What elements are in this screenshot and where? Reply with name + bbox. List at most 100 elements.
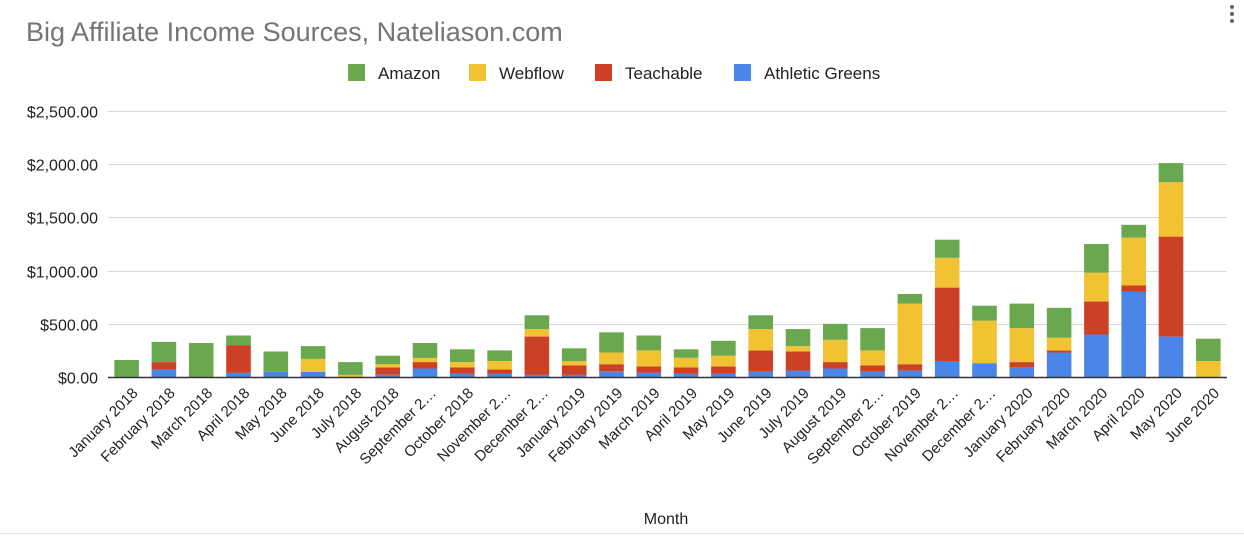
bar-webflow[interactable] <box>673 357 699 368</box>
bar-amazon[interactable] <box>338 362 363 375</box>
bar-webflow[interactable] <box>1158 182 1184 237</box>
bar-webflow[interactable] <box>1121 237 1146 286</box>
bar-amazon[interactable] <box>785 329 811 347</box>
bar-athletic-greens[interactable] <box>561 374 587 377</box>
bar-teachable[interactable] <box>636 366 662 373</box>
bar-webflow[interactable] <box>300 358 326 372</box>
bar-athletic-greens[interactable] <box>1158 336 1184 377</box>
bar-amazon[interactable] <box>673 349 699 358</box>
bar-webflow[interactable] <box>748 329 773 351</box>
bar-teachable[interactable] <box>450 367 475 374</box>
bar-webflow[interactable] <box>897 303 923 365</box>
bar-athletic-greens[interactable] <box>636 372 662 377</box>
bar-athletic-greens[interactable] <box>487 373 512 377</box>
bar-webflow[interactable] <box>1009 328 1035 363</box>
bar-athletic-greens[interactable] <box>263 371 289 377</box>
bar-athletic-greens[interactable] <box>1046 352 1072 378</box>
bar-teachable[interactable] <box>226 345 251 373</box>
bar-webflow[interactable] <box>599 352 624 365</box>
bar-athletic-greens[interactable] <box>524 374 550 377</box>
bar-webflow[interactable] <box>823 339 848 363</box>
bar-teachable[interactable] <box>151 362 177 370</box>
bar-athletic-greens[interactable] <box>785 370 811 377</box>
bar-amazon[interactable] <box>263 351 289 372</box>
legend[interactable]: Amazon Webflow Teachable Athletic Greens <box>348 64 880 83</box>
bar-athletic-greens[interactable] <box>711 373 736 377</box>
bar-teachable[interactable] <box>897 364 923 371</box>
bar-webflow[interactable] <box>338 374 363 377</box>
bar-webflow[interactable] <box>860 350 885 366</box>
bar-athletic-greens[interactable] <box>375 374 400 377</box>
bar-athletic-greens[interactable] <box>748 371 773 377</box>
bar-amazon[interactable] <box>897 294 923 304</box>
bar-amazon[interactable] <box>226 335 251 346</box>
bar-amazon[interactable] <box>1084 244 1109 273</box>
bar-amazon[interactable] <box>1009 303 1035 329</box>
bar-athletic-greens[interactable] <box>412 368 438 378</box>
bar-amazon[interactable] <box>188 343 214 377</box>
bar-webflow[interactable] <box>785 346 811 352</box>
bar-teachable[interactable] <box>860 365 885 372</box>
bar-amazon[interactable] <box>934 239 960 258</box>
bar-amazon[interactable] <box>1121 224 1146 238</box>
bar-teachable[interactable] <box>748 350 773 372</box>
bar-teachable[interactable] <box>1084 301 1109 335</box>
bar-athletic-greens[interactable] <box>1084 334 1109 377</box>
bar-teachable[interactable] <box>524 336 550 375</box>
bar-webflow[interactable] <box>375 364 400 368</box>
bar-amazon[interactable] <box>151 341 177 363</box>
more-vert-icon[interactable] <box>1226 2 1238 28</box>
bar-athletic-greens[interactable] <box>934 361 960 377</box>
bar-athletic-greens[interactable] <box>897 370 923 377</box>
bar-amazon[interactable] <box>300 346 326 359</box>
bar-amazon[interactable] <box>1046 307 1072 338</box>
bar-teachable[interactable] <box>934 287 960 361</box>
bar-webflow[interactable] <box>1196 361 1221 377</box>
bar-amazon[interactable] <box>487 350 512 361</box>
bar-amazon[interactable] <box>823 323 848 340</box>
bar-athletic-greens[interactable] <box>673 373 699 377</box>
bar-teachable[interactable] <box>561 365 587 375</box>
bar-athletic-greens[interactable] <box>300 371 326 377</box>
bar-athletic-greens[interactable] <box>823 368 848 378</box>
bar-amazon[interactable] <box>711 340 736 356</box>
bar-webflow[interactable] <box>1084 272 1109 302</box>
bar-webflow[interactable] <box>934 257 960 288</box>
bar-athletic-greens[interactable] <box>1009 367 1035 377</box>
bar-teachable[interactable] <box>711 366 736 374</box>
bar-webflow[interactable] <box>636 350 662 367</box>
bar-amazon[interactable] <box>636 335 662 351</box>
bar-athletic-greens[interactable] <box>1121 291 1146 377</box>
bar-athletic-greens[interactable] <box>151 369 177 377</box>
bar-amazon[interactable] <box>748 315 773 330</box>
legend-item[interactable]: Amazon <box>348 64 440 83</box>
legend-item[interactable]: Teachable <box>595 64 703 83</box>
bar-webflow[interactable] <box>450 362 475 368</box>
bar-webflow[interactable] <box>1046 337 1072 351</box>
bar-teachable[interactable] <box>487 369 512 374</box>
bar-amazon[interactable] <box>524 315 550 330</box>
bar-amazon[interactable] <box>860 328 885 351</box>
bar-teachable[interactable] <box>375 367 400 375</box>
bar-webflow[interactable] <box>487 361 512 370</box>
bar-teachable[interactable] <box>599 364 624 372</box>
bar-webflow[interactable] <box>972 320 997 364</box>
bar-amazon[interactable] <box>1196 338 1221 361</box>
bar-teachable[interactable] <box>1046 350 1072 353</box>
bar-amazon[interactable] <box>972 305 997 321</box>
bar-amazon[interactable] <box>561 348 587 362</box>
bar-amazon[interactable] <box>450 349 475 363</box>
bar-teachable[interactable] <box>1121 285 1146 292</box>
bar-webflow[interactable] <box>711 355 736 367</box>
bar-webflow[interactable] <box>412 357 438 363</box>
bar-teachable[interactable] <box>1009 362 1035 368</box>
bar-athletic-greens[interactable] <box>972 363 997 377</box>
bar-athletic-greens[interactable] <box>599 371 624 377</box>
bar-amazon[interactable] <box>375 355 400 365</box>
bar-teachable[interactable] <box>823 362 848 369</box>
bar-teachable[interactable] <box>673 367 699 374</box>
bar-athletic-greens[interactable] <box>860 371 885 377</box>
bar-amazon[interactable] <box>114 360 139 377</box>
legend-item[interactable]: Webflow <box>469 64 565 83</box>
bar-amazon[interactable] <box>1158 163 1184 183</box>
